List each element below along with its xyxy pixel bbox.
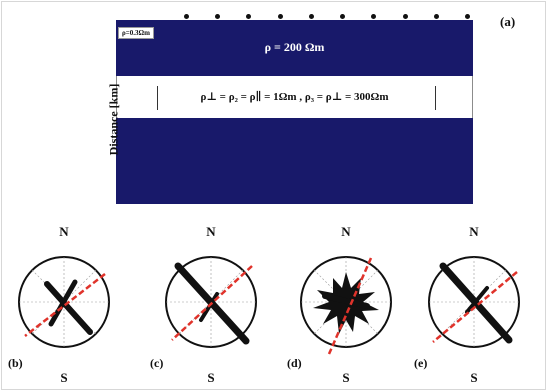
top-layer (116, 20, 473, 76)
station-marker (465, 14, 470, 19)
south-label: S (207, 370, 215, 385)
north-label: N (341, 224, 351, 239)
station-marker (433, 14, 439, 19)
strike-line (24, 273, 106, 337)
station-marker (402, 14, 408, 19)
panel-label-b: (b) (8, 356, 23, 370)
south-label: S (342, 370, 350, 385)
north-label: N (206, 224, 216, 239)
station-marker (184, 14, 189, 19)
rose-petal (322, 293, 370, 309)
rose-petal (48, 279, 78, 327)
rose-diagram-d (300, 256, 392, 355)
panel-label-a: (a) (500, 14, 516, 29)
rose-diagram-b (18, 256, 110, 348)
strike-line (171, 265, 253, 341)
strike-line (432, 271, 518, 343)
middle-layer-boundary-left (157, 86, 158, 110)
station-marker (277, 14, 283, 19)
compass-e: N S (418, 224, 530, 385)
north-label: N (469, 224, 479, 239)
compass-c: N S (155, 224, 267, 385)
middle-layer (116, 76, 473, 118)
rose-diagram-e (428, 256, 520, 348)
middle-layer-boundary-right (435, 86, 436, 110)
north-label: N (59, 224, 69, 239)
y-axis-label: Distance [km] (106, 83, 121, 156)
station-marker (246, 14, 252, 19)
rose-petal (44, 281, 93, 335)
panel-label-c: (c) (150, 356, 164, 370)
south-label: S (470, 370, 478, 385)
rose-diagram-c (165, 256, 257, 348)
station-marker (215, 14, 221, 19)
south-label: S (60, 370, 68, 385)
middle-layer-resistivity: ρ⊥ = ρ₂ = ρ∥ = 1Ωm , ρ₃ = ρ⊥ = 300Ωm (200, 91, 389, 103)
station-marker (340, 14, 346, 19)
panel-label-d: (d) (287, 356, 302, 370)
compass-d: N S (290, 224, 402, 385)
top-layer-resistivity: ρ = 200 Ωm (264, 40, 325, 54)
cell-resistivity-label: ρ=0.3Ωm (118, 27, 154, 39)
panel-label-e: (e) (414, 356, 428, 370)
station-marker (371, 14, 377, 19)
compass-b: N S (8, 224, 120, 385)
rose-petal (465, 286, 489, 314)
bottom-layer (116, 118, 473, 204)
station-marker (308, 14, 314, 19)
